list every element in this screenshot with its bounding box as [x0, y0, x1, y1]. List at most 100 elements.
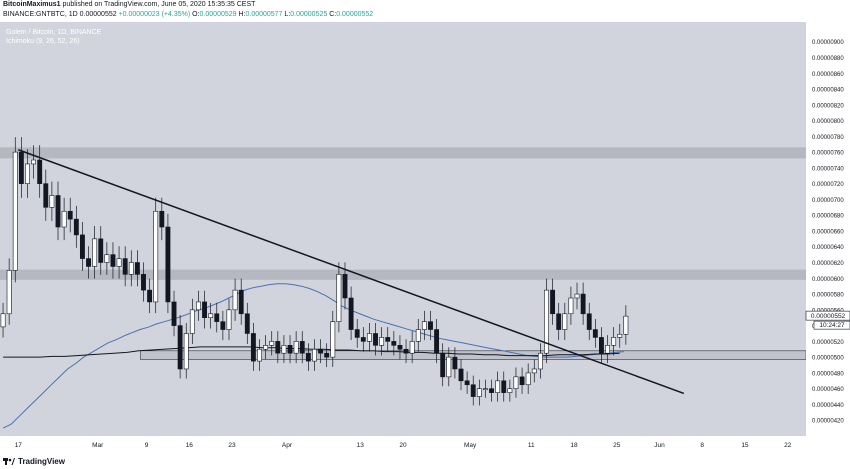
- candle-body: [470, 384, 476, 397]
- candle-body: [605, 345, 610, 354]
- candle-body: [281, 345, 287, 354]
- candle-body: [348, 297, 354, 330]
- price-tick-label: 0.00000720: [812, 182, 844, 188]
- candle-body: [464, 380, 470, 386]
- candle-body: [0, 313, 6, 328]
- trendline[interactable]: [18, 149, 685, 395]
- candle-body: [49, 195, 55, 208]
- price-tick-label: 0.00000760: [812, 151, 844, 157]
- candle-body: [446, 356, 452, 378]
- candle-body: [531, 368, 537, 374]
- time-tick-label: 9: [145, 442, 149, 449]
- symbol-label: BINANCE:GNTBTC, 1D: [3, 11, 78, 18]
- candle-body: [476, 388, 482, 397]
- ohlc-line: BINANCE:GNTBTC, 1D 0.00000552 +0.0000002…: [3, 11, 373, 18]
- author-name[interactable]: BitcoinMaximus1: [3, 1, 61, 8]
- price-tick-label: 0.00000880: [812, 56, 844, 62]
- price-axis[interactable]: [806, 22, 850, 454]
- candle-body: [544, 289, 549, 354]
- candle-body: [617, 333, 623, 338]
- candle-body: [226, 309, 232, 330]
- candle-body: [299, 341, 305, 354]
- candle-body: [147, 289, 153, 303]
- candle-body: [415, 329, 421, 342]
- black-moving-average: [3, 346, 620, 358]
- candle-body: [397, 345, 403, 350]
- plot-background[interactable]: [0, 22, 806, 436]
- candle-body: [31, 159, 37, 165]
- candle-body: [98, 238, 104, 263]
- candle-body: [159, 210, 165, 228]
- tradingview-logo-icon: [3, 458, 15, 465]
- candle-body: [482, 388, 488, 390]
- open-label: O:: [192, 11, 200, 18]
- price-tick-label: 0.00000640: [812, 245, 844, 251]
- candle-body: [312, 348, 317, 362]
- price-chart[interactable]: Golem / Bitcoin, 1D, BINANCE Ichimoku (9…: [0, 22, 850, 454]
- candle-body: [92, 238, 98, 267]
- candle-body: [580, 293, 586, 315]
- candle-body: [238, 289, 244, 315]
- time-tick-label: Mar: [92, 442, 104, 449]
- time-tick-label: May: [464, 442, 477, 449]
- high-value: 0.00000577: [245, 11, 283, 18]
- price-tick-label: 0.00000680: [812, 214, 844, 220]
- price-tick-label: 0.00000500: [812, 356, 844, 362]
- chart-area[interactable]: Golem / Bitcoin, 1D, BINANCE Ichimoku (9…: [0, 22, 850, 469]
- candle-body: [330, 321, 336, 358]
- time-axis[interactable]: [0, 436, 806, 454]
- time-tick-label: 8: [700, 442, 704, 449]
- blue-moving-average: [2, 283, 624, 429]
- price-badge: 0.00000552 10:24:27: [805, 310, 850, 330]
- candle-body: [263, 345, 269, 350]
- candle-body: [232, 289, 238, 311]
- candle-body: [373, 333, 378, 346]
- candle-body: [379, 337, 385, 346]
- candle-body: [452, 356, 458, 370]
- candle-body: [61, 210, 67, 228]
- candle-body: [519, 376, 525, 386]
- price-tick-label: 0.00000520: [812, 340, 844, 346]
- candle-body: [623, 315, 629, 335]
- candle-body: [440, 352, 446, 378]
- candle-body: [293, 341, 299, 354]
- candle-body: [458, 368, 464, 382]
- candle-body: [385, 337, 391, 342]
- candle-body: [12, 151, 18, 271]
- candle-body: [122, 258, 128, 275]
- close-label: C:: [329, 11, 337, 18]
- price-tick-label: 0.00000420: [812, 419, 844, 425]
- price-tick-label: 0.00000800: [812, 119, 844, 125]
- price-tick-label: 0.00000740: [812, 166, 844, 172]
- time-tick-label: 22: [784, 442, 792, 449]
- candle-body: [495, 380, 501, 393]
- tradingview-brand[interactable]: TradingView: [18, 457, 65, 466]
- price-zone: [0, 147, 806, 159]
- chart-header: BitcoinMaximus1 published on TradingView…: [0, 0, 850, 22]
- price-tick-label: 0.00000700: [812, 198, 844, 204]
- candle-body: [354, 329, 360, 338]
- time-tick-label: 20: [399, 442, 407, 449]
- candle-body: [244, 313, 250, 334]
- time-tick-label: 18: [570, 442, 578, 449]
- candle-body: [73, 218, 79, 236]
- price-tick-label: 0.00000780: [812, 135, 844, 141]
- high-label: H:: [238, 11, 246, 18]
- candle-body: [421, 321, 427, 330]
- candle-body: [611, 337, 617, 346]
- candle-body: [409, 341, 415, 354]
- candle-body: [507, 388, 513, 393]
- time-tick-label: 25: [613, 442, 621, 449]
- candle-body: [110, 254, 116, 267]
- candle-body: [574, 293, 580, 299]
- low-value: 0.00000525: [290, 11, 328, 18]
- price-tick-label: 0.00000580: [812, 293, 844, 299]
- price-tick-label: 0.00000860: [812, 72, 844, 78]
- time-tick-label: Apr: [282, 442, 293, 449]
- candle-body: [6, 270, 12, 315]
- candle-body: [550, 289, 556, 315]
- candle-body: [25, 163, 30, 184]
- footer: TradingView: [0, 454, 850, 469]
- price-zone: [0, 269, 806, 280]
- time-tick-label: Jun: [654, 442, 665, 449]
